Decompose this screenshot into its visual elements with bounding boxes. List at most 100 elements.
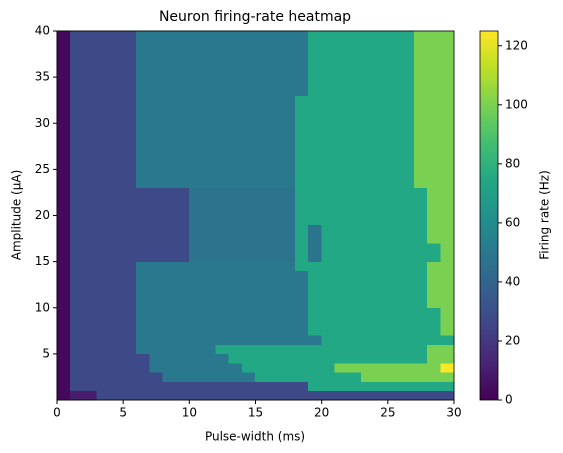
heatmap-cell	[149, 298, 164, 309]
heatmap-cell	[56, 316, 71, 327]
heatmap-cell	[347, 76, 362, 87]
heatmap-cell	[268, 76, 283, 87]
heatmap-cell	[202, 150, 217, 161]
heatmap-cell	[228, 122, 243, 133]
heatmap-cell	[149, 381, 164, 392]
heatmap-cell	[361, 298, 375, 309]
heatmap-cell	[241, 298, 256, 309]
heatmap-cell	[241, 39, 256, 50]
heatmap-cell	[122, 242, 137, 253]
heatmap-cell	[294, 298, 309, 309]
heatmap-cell	[361, 224, 375, 235]
heatmap-cell	[109, 215, 124, 226]
heatmap-cell	[109, 132, 124, 143]
heatmap-cell	[83, 95, 98, 106]
heatmap-cell	[308, 372, 322, 382]
heatmap-cell	[427, 233, 442, 244]
heatmap-cell	[215, 39, 230, 50]
heatmap-cell	[400, 76, 415, 87]
heatmap-cell	[347, 335, 362, 345]
heatmap-cell	[427, 335, 442, 345]
heatmap-cell	[175, 325, 190, 336]
heatmap-cell	[361, 307, 375, 318]
heatmap-cell	[56, 205, 71, 216]
heatmap-cell	[334, 270, 349, 281]
heatmap-cell	[96, 298, 111, 309]
heatmap-cell	[294, 67, 309, 78]
heatmap-cell	[294, 252, 309, 262]
heatmap-cell	[241, 104, 256, 115]
heatmap-cell	[69, 122, 84, 133]
heatmap-cell	[334, 178, 349, 189]
heatmap-cell	[83, 76, 98, 87]
heatmap-cell	[83, 362, 98, 373]
heatmap-cell	[400, 390, 415, 401]
heatmap-cell	[255, 132, 270, 143]
heatmap-cell	[122, 288, 137, 299]
heatmap-cell	[281, 67, 296, 78]
heatmap-cell	[440, 316, 455, 327]
heatmap-cell	[202, 335, 217, 345]
heatmap-cell	[202, 316, 217, 327]
heatmap-cell	[387, 335, 402, 345]
heatmap-cell	[56, 344, 71, 355]
heatmap-cell	[69, 141, 84, 152]
heatmap-cell	[109, 381, 124, 392]
heatmap-cell	[387, 196, 402, 207]
heatmap-cell	[83, 49, 98, 59]
heatmap-cell	[440, 344, 455, 355]
heatmap-cell	[56, 58, 71, 69]
heatmap-cell	[228, 169, 243, 179]
heatmap-cell	[69, 132, 84, 143]
heatmap-cell	[136, 233, 150, 244]
heatmap-cell	[374, 58, 389, 69]
heatmap-cell	[69, 252, 84, 262]
colorbar	[479, 30, 499, 401]
heatmap-cell	[400, 242, 415, 253]
heatmap-cell	[136, 325, 150, 336]
heatmap-cell	[255, 159, 270, 170]
heatmap-cell	[162, 196, 177, 207]
heatmap-cell	[413, 141, 428, 152]
heatmap-cell	[400, 261, 415, 272]
heatmap-cell	[427, 86, 442, 96]
heatmap-cell	[136, 132, 150, 143]
heatmap-cell	[413, 362, 428, 373]
heatmap-cell	[175, 298, 190, 309]
heatmap-cell	[387, 169, 402, 179]
heatmap-cell	[122, 187, 137, 198]
heatmap-cell	[175, 335, 190, 345]
heatmap-cell	[241, 95, 256, 106]
heatmap-cell	[387, 252, 402, 262]
heatmap-cell	[294, 122, 309, 133]
heatmap-cell	[56, 113, 71, 124]
heatmap-cell	[294, 58, 309, 69]
heatmap-cell	[387, 307, 402, 318]
heatmap-cell	[56, 30, 71, 41]
heatmap-cell	[255, 122, 270, 133]
heatmap-cell	[202, 86, 217, 96]
heatmap-cell	[255, 187, 270, 198]
heatmap-cell	[400, 335, 415, 345]
heatmap-cell	[202, 288, 217, 299]
heatmap-cell	[268, 58, 283, 69]
heatmap-cell	[122, 307, 137, 318]
heatmap-cell	[69, 307, 84, 318]
heatmap-cell	[321, 298, 336, 309]
heatmap-cell	[308, 288, 322, 299]
heatmap-cell	[149, 307, 164, 318]
heatmap-cell	[215, 288, 230, 299]
heatmap-cell	[122, 132, 137, 143]
heatmap-cell	[228, 104, 243, 115]
heatmap-cell	[281, 169, 296, 179]
heatmap-cell	[96, 362, 111, 373]
heatmap-cell	[202, 390, 217, 401]
heatmap-cell	[69, 205, 84, 216]
heatmap-cell	[308, 196, 322, 207]
heatmap-cell	[83, 196, 98, 207]
heatmap-cell	[294, 141, 309, 152]
heatmap-cell	[361, 178, 375, 189]
heatmap-cell	[215, 270, 230, 281]
heatmap-cell	[387, 344, 402, 355]
